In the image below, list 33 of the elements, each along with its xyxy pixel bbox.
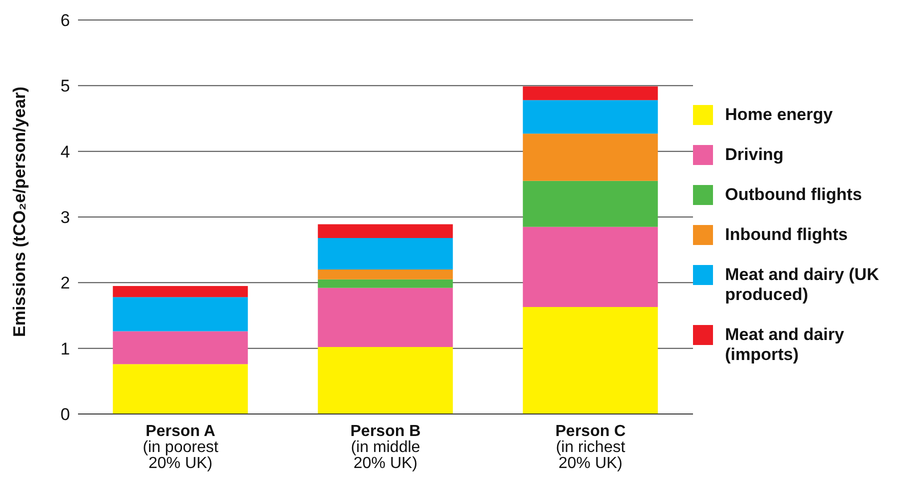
legend-label: Outbound flights: [725, 185, 862, 205]
legend-label: Meat and dairy (imports): [725, 325, 846, 365]
y-axis-title: Emissions (tCO₂e/person/year): [10, 86, 30, 337]
legend-label: Inbound flights: [725, 225, 848, 245]
bar: [318, 270, 453, 280]
bar: [318, 279, 453, 288]
x-tick-label: Person C (in richest 20% UK): [555, 423, 626, 472]
bar: [112, 364, 248, 414]
y-tick-label: 6: [60, 11, 70, 30]
bar: [522, 86, 658, 100]
bar: [318, 224, 453, 238]
x-tick-label: Person B (in middle 20% UK): [350, 423, 421, 472]
legend-label: Driving: [725, 145, 784, 165]
x-tick-label: Person A (in poorest 20% UK): [142, 423, 219, 472]
y-tick-label: 4: [60, 142, 70, 162]
legend-label: Home energy: [725, 105, 833, 125]
bar: [318, 288, 453, 348]
bar: [522, 180, 658, 227]
bar: [112, 297, 248, 332]
bar: [318, 347, 453, 414]
bar: [112, 331, 248, 364]
bar: [522, 100, 658, 134]
y-tick-label: 2: [60, 274, 70, 293]
bar: [522, 134, 658, 181]
legend-label: Meat and dairy (UK produced): [725, 265, 880, 305]
bar: [522, 306, 658, 414]
y-tick-label: 3: [60, 208, 70, 228]
y-tick-label: 0: [60, 405, 70, 424]
y-tick-label: 5: [60, 76, 70, 96]
y-tick-label: 1: [60, 339, 70, 358]
bar: [318, 238, 453, 270]
bar: [522, 226, 658, 307]
bar: [112, 286, 248, 298]
